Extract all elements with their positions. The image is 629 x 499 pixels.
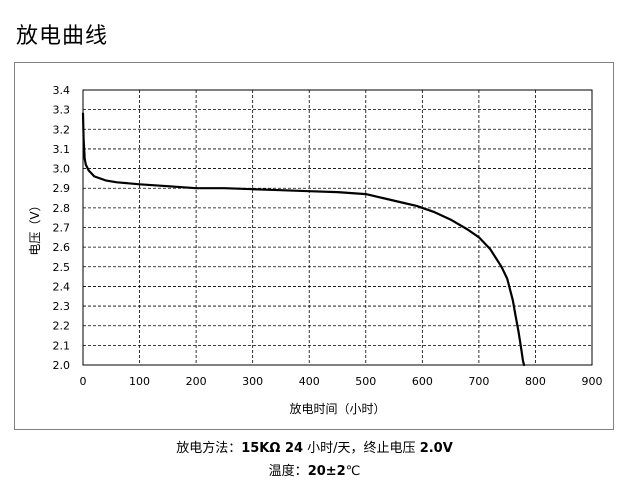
x-tick-label: 900	[582, 375, 603, 388]
x-tick-label: 300	[242, 375, 263, 388]
x-tick-label: 500	[355, 375, 376, 388]
y-tick-label: 3.3	[53, 104, 71, 117]
y-tick-label: 2.5	[53, 261, 71, 274]
y-tick-label: 2.8	[53, 202, 71, 215]
y-tick-label: 3.1	[53, 143, 71, 156]
y-tick-label: 2.3	[53, 300, 71, 313]
discharge-curve	[81, 112, 526, 367]
method-label: 放电方法：	[176, 441, 242, 456]
temperature-note: 温度：20±2℃	[0, 460, 629, 479]
y-tick-label: 3.4	[53, 84, 71, 97]
temperature-unit: ℃	[345, 464, 361, 479]
y-tick-label: 2.1	[53, 339, 71, 352]
temperature-label: 温度：	[268, 464, 308, 479]
x-tick-label: 600	[412, 375, 433, 388]
method-load: 15KΩ 24	[241, 441, 304, 456]
y-tick-label: 2.9	[53, 182, 71, 195]
x-tick-label: 700	[468, 375, 489, 388]
page-title: 放电曲线	[16, 24, 109, 49]
discharge-method-note: 放电方法：15KΩ 24 小时/天，终止电压 2.0V	[0, 437, 629, 456]
y-tick-label: 2.7	[53, 222, 71, 235]
y-tick-label: 2.6	[53, 241, 71, 254]
y-axis-label: 电压（V）	[28, 199, 42, 255]
y-tick-label: 3.2	[53, 123, 71, 136]
x-tick-label: 200	[186, 375, 207, 388]
y-tick-label: 2.0	[53, 359, 71, 372]
x-tick-label: 100	[129, 375, 150, 388]
plot-area-border	[82, 89, 593, 366]
cutoff-voltage: 2.0V	[419, 441, 453, 456]
x-tick-label: 400	[299, 375, 320, 388]
y-tick-label: 2.4	[53, 280, 71, 293]
temperature-value: 20±2	[307, 464, 346, 479]
y-tick-label: 2.2	[53, 320, 71, 333]
y-tick-label: 3.0	[53, 163, 71, 176]
x-axis-label: 放电时间（小时）	[289, 401, 385, 416]
x-tick-label: 0	[80, 375, 87, 388]
chart-frame	[14, 62, 614, 430]
x-tick-label: 800	[525, 375, 546, 388]
method-schedule: 小时/天，终止电压	[303, 441, 420, 456]
